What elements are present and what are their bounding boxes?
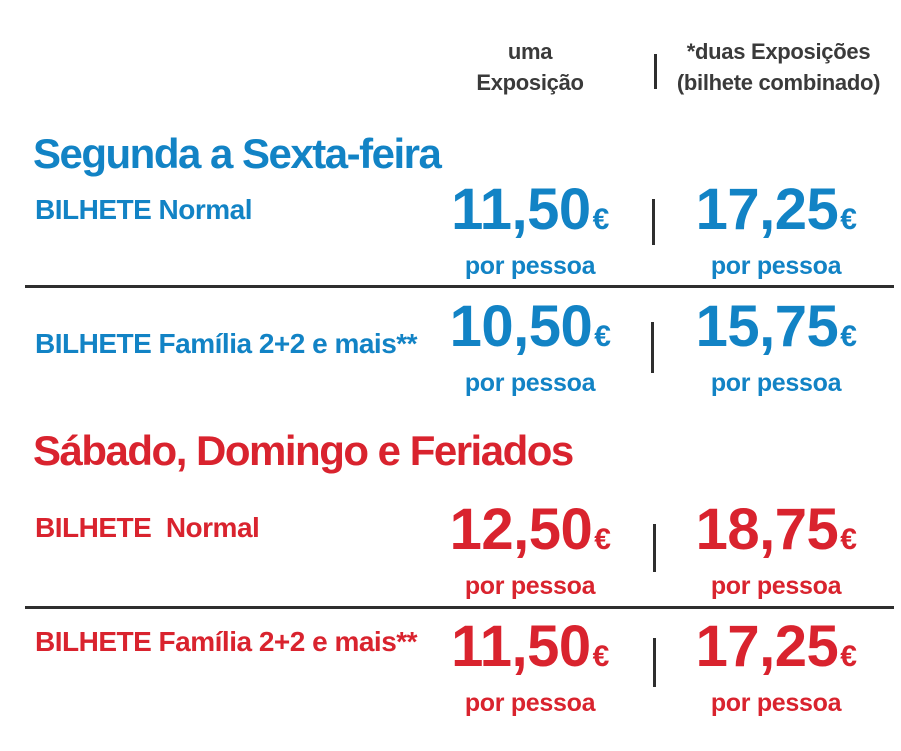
euro-sign: € [594,320,611,353]
price-number: 17,25 [695,177,839,242]
per-person-label: por pessoa [464,572,596,600]
row-label-weekend-family: BILHETE Família 2+2 e mais** [35,626,418,657]
column-header-two-exhibitions: *duas Exposições (bilhete combinado) [666,36,891,98]
per-person-label: por pessoa [464,369,596,397]
price-number: 11,50 [451,614,591,679]
header-column-divider [654,54,657,89]
per-person-label: por pessoa [710,369,842,397]
price-column-divider [653,524,656,572]
price-amount: 10,50€ [430,297,630,367]
row-label-weekday-normal: BILHETE Normal [35,194,253,225]
price-weekday-family-one: 10,50€ por pessoa [430,297,630,397]
price-weekday-normal-one: 11,50€ por pessoa [430,180,630,280]
price-number: 18,75 [695,497,839,562]
price-weekend-normal-two: 18,75€ por pessoa [676,500,876,600]
price-number: 17,25 [695,614,839,679]
price-column-divider [652,199,655,245]
euro-sign: € [840,203,857,236]
section-title-weekend: Sábado, Domingo e Feriados [33,427,574,474]
per-person-label: por pessoa [464,252,596,280]
price-number: 12,50 [449,497,593,562]
price-weekend-family-one: 11,50€ por pessoa [430,617,630,717]
per-person-label: por pessoa [710,572,842,600]
euro-sign: € [840,320,857,353]
euro-sign: € [594,523,611,556]
price-amount: 11,50€ [430,180,630,250]
row-divider-line [25,606,894,609]
price-weekend-normal-one: 12,50€ por pessoa [430,500,630,600]
price-weekday-family-two: 15,75€ por pessoa [676,297,876,397]
price-number: 15,75 [695,294,839,359]
price-amount: 18,75€ [676,500,876,570]
section-title-weekdays: Segunda a Sexta-feira [33,130,442,177]
price-column-divider [653,638,656,687]
euro-sign: € [592,203,610,236]
column-header-two-exhibitions-line1: *duas Exposições [686,39,871,64]
row-label-weekday-family: BILHETE Família 2+2 e mais** [35,328,418,359]
per-person-label: por pessoa [710,689,842,717]
price-number: 10,50 [449,294,593,359]
euro-sign: € [840,640,857,673]
price-amount: 17,25€ [676,180,876,250]
euro-sign: € [592,640,610,673]
row-divider-line [25,285,894,288]
price-amount: 17,25€ [676,617,876,687]
price-amount: 15,75€ [676,297,876,367]
per-person-label: por pessoa [464,689,596,717]
price-weekday-normal-two: 17,25€ por pessoa [676,180,876,280]
price-amount: 11,50€ [430,617,630,687]
euro-sign: € [840,523,857,556]
price-weekend-family-two: 17,25€ por pessoa [676,617,876,717]
column-header-one-exhibition-line1: uma [507,39,553,64]
column-header-one-exhibition: uma Exposição [430,36,630,98]
price-amount: 12,50€ [430,500,630,570]
price-number: 11,50 [451,177,591,242]
per-person-label: por pessoa [710,252,842,280]
row-label-weekend-normal: BILHETE Normal [35,512,260,543]
column-header-two-exhibitions-line2: (bilhete combinado) [676,70,881,95]
price-column-divider [651,322,654,373]
column-header-one-exhibition-line2: Exposição [476,70,584,95]
